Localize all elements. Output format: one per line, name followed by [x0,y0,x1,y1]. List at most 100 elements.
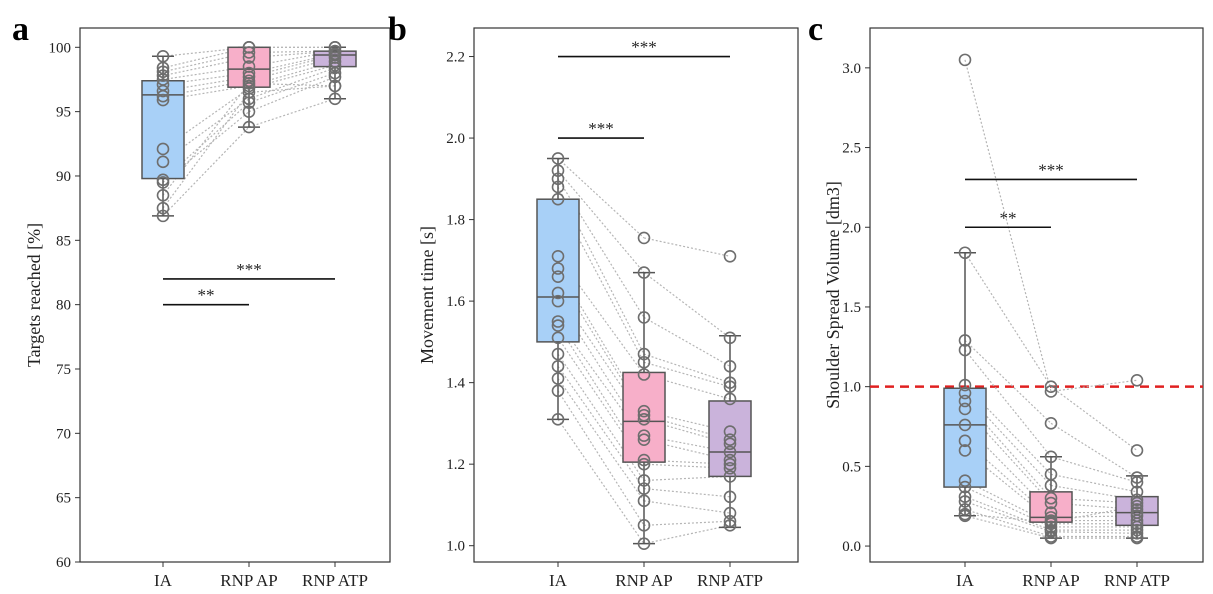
y-tick-label: 95 [56,105,71,121]
data-point [958,334,972,347]
paired-line [557,158,645,239]
data-point [1130,496,1144,510]
data-point [637,429,651,442]
data-point [723,380,737,394]
data-point [723,249,737,263]
y-tick-label: 70 [56,426,71,442]
data-point [1044,491,1058,505]
data-point [551,180,565,194]
data-point [156,89,170,103]
plot-frame [869,27,1204,563]
data-point [958,418,972,432]
data-point [156,84,170,98]
paired-line [964,349,1052,458]
paired-line [557,378,645,502]
data-point [1130,523,1144,537]
paired-line [557,353,645,481]
paired-line [248,98,336,128]
data-point [156,201,170,215]
paired-line [643,361,731,388]
data-point [551,372,565,385]
data-point [637,368,651,381]
y-tick-label: 60 [56,555,71,571]
data-point [723,457,737,471]
y-tick-label: 1.8 [446,213,465,229]
data-point [1130,475,1144,489]
x-tick-label: RNP ATP [1104,571,1170,590]
box-ia [943,387,987,488]
data-point [242,46,256,59]
paired-line [643,272,731,339]
data-point [723,490,737,504]
paired-line [964,252,1052,387]
y-axis-title: Targets reached [%] [24,223,44,367]
y-tick-label: 2.5 [842,141,861,157]
paired-line [162,102,250,181]
paired-line [248,60,336,87]
paired-line [557,418,645,544]
data-point [328,66,342,80]
significance-label: *** [1038,160,1064,179]
data-point [637,474,651,487]
data-point [328,92,342,106]
y-tick-label: 0.5 [842,459,861,475]
data-point [156,65,170,79]
paired-line [643,500,731,514]
data-point [1044,385,1058,398]
y-tick-label: 1.5 [842,300,861,316]
data-point [551,413,565,426]
data-point [637,311,651,324]
paired-line [643,418,731,445]
x-tick-label: IA [549,571,568,590]
data-point [1130,373,1144,387]
data-point [1044,479,1058,492]
paired-line [964,496,1052,531]
data-point [551,270,565,283]
data-point [958,474,972,488]
data-point [637,482,651,495]
paired-line [964,440,1052,518]
data-point [958,402,972,416]
paired-line [557,337,645,465]
paired-line [557,178,645,318]
data-point [637,231,651,245]
data-point [156,188,170,202]
plot-frame [473,27,799,563]
paired-line [1050,379,1138,393]
data-point [723,519,737,532]
significance-label: *** [631,38,657,57]
paired-line [1050,456,1138,483]
paired-line [162,85,250,101]
data-point [242,86,256,99]
paired-line [248,57,336,82]
data-point [958,507,972,521]
data-point [156,209,170,223]
panel-b: b Movement time [s] 1.0 1.2 1.4 1.6 1.8 2.0 2.2 I… [388,11,799,590]
data-point [551,286,565,300]
data-point [958,490,972,503]
data-point [551,172,565,186]
panel-letter-c: c [808,11,823,48]
data-point [958,246,972,260]
data-point [551,360,565,373]
significance-label: ** [198,286,215,305]
data-point [328,70,342,84]
y-tick-label: 80 [56,298,71,314]
y-tick-label: 75 [56,362,71,378]
data-point [958,394,972,408]
paired-line [1050,422,1138,479]
paired-line [964,59,1052,392]
paired-line [557,365,645,489]
data-point [637,453,651,467]
data-point [637,494,651,508]
data-point [637,404,651,418]
paired-line [643,316,731,367]
y-axis-title: Movement time [s] [417,226,437,364]
paired-line [248,76,336,113]
plot-frame [79,27,391,563]
data-point [242,105,256,118]
data-point [1044,417,1058,430]
data-point [637,347,651,361]
x-tick-label: IA [956,571,975,590]
paired-line [1050,473,1138,493]
